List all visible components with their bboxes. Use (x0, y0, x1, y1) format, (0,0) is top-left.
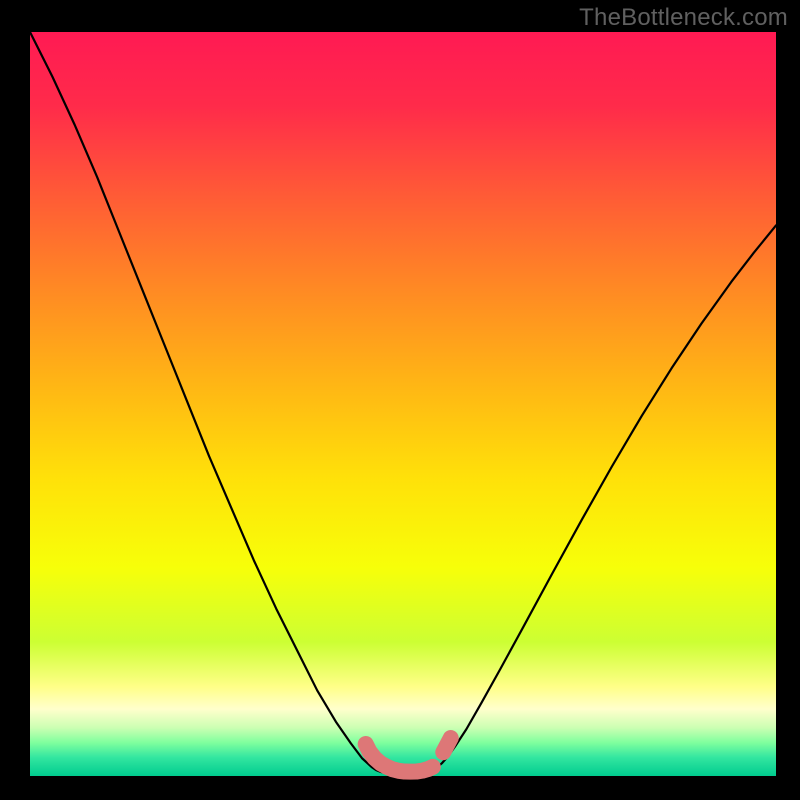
watermark-text: TheBottleneck.com (579, 4, 788, 32)
bottleneck-plot (0, 0, 800, 800)
chart-canvas: TheBottleneck.com (0, 0, 800, 800)
gradient-background (30, 32, 776, 776)
